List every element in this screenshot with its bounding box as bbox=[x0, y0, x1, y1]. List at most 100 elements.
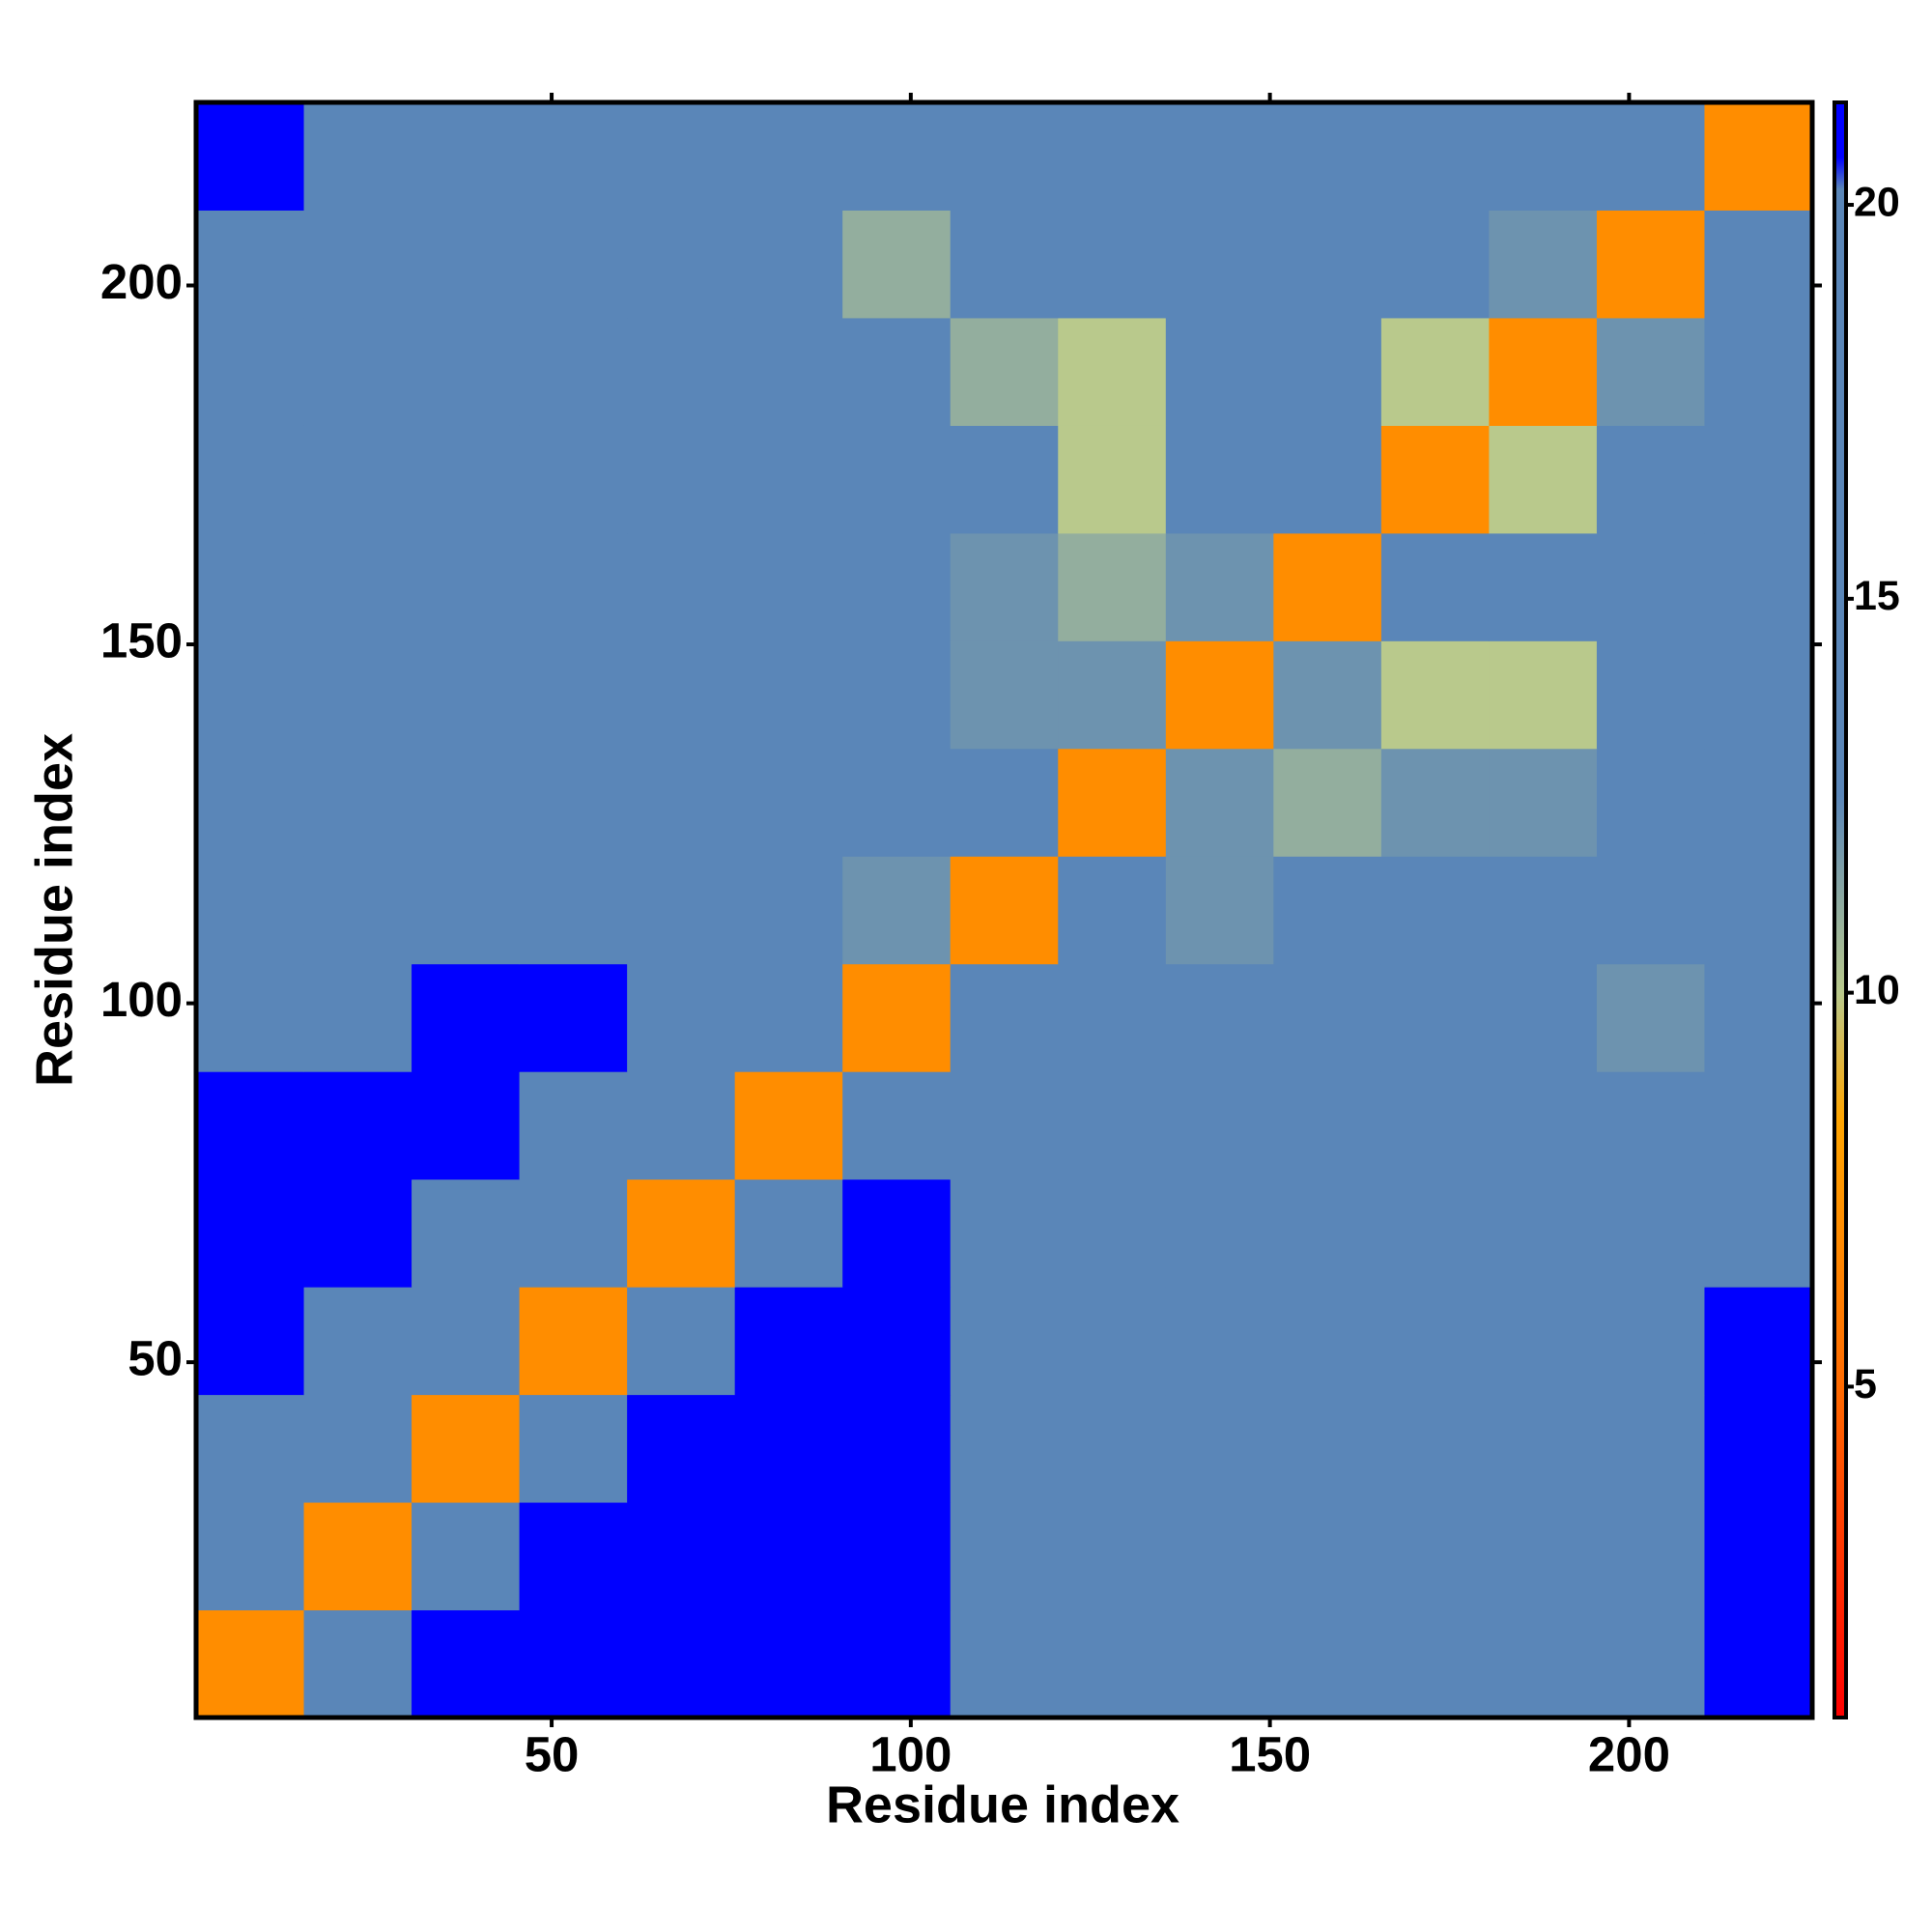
heatmap-cell bbox=[196, 210, 305, 319]
heatmap-cell bbox=[1165, 532, 1274, 641]
heatmap-cell bbox=[950, 1502, 1059, 1611]
heatmap-cell bbox=[196, 640, 305, 750]
heatmap-cell bbox=[1165, 1179, 1274, 1288]
heatmap-cell bbox=[519, 1394, 628, 1503]
heatmap-cell bbox=[1058, 1609, 1167, 1719]
heatmap-cell bbox=[1489, 963, 1598, 1072]
heatmap-cell bbox=[1380, 532, 1490, 641]
heatmap-cell bbox=[1380, 856, 1490, 965]
heatmap-cell bbox=[1704, 425, 1813, 534]
heatmap-cell bbox=[412, 963, 521, 1072]
heatmap-cell bbox=[1704, 1609, 1813, 1719]
x-axis-title: Residue index bbox=[826, 1776, 1179, 1833]
heatmap-cell bbox=[1273, 317, 1382, 426]
heatmap-cell bbox=[1058, 1502, 1167, 1611]
heatmap-cell bbox=[1704, 102, 1813, 211]
heatmap-cell bbox=[1058, 425, 1167, 534]
heatmap-cell bbox=[1704, 210, 1813, 319]
heatmap-cell bbox=[1380, 963, 1490, 1072]
heatmap-cell bbox=[1704, 856, 1813, 965]
heatmap-cell bbox=[412, 1071, 521, 1180]
heatmap-cell bbox=[1058, 317, 1167, 426]
heatmap-cell bbox=[842, 317, 952, 426]
x-tick-label: 100 bbox=[869, 1726, 952, 1781]
heatmap-cell bbox=[412, 425, 521, 534]
heatmap-cell bbox=[734, 1071, 843, 1180]
heatmap-cell bbox=[519, 102, 628, 211]
heatmap-cell bbox=[734, 963, 843, 1072]
heatmap-cell bbox=[519, 425, 628, 534]
heatmap-cell bbox=[303, 1287, 412, 1396]
heatmap-cell bbox=[627, 963, 736, 1072]
heatmap-cell bbox=[842, 210, 952, 319]
heatmap-cell bbox=[1596, 1179, 1705, 1288]
heatmap-cell bbox=[519, 317, 628, 426]
heatmap-cell bbox=[1380, 748, 1490, 857]
heatmap-cell bbox=[1704, 1502, 1813, 1611]
heatmap-cell bbox=[412, 210, 521, 319]
heatmap-cell bbox=[412, 856, 521, 965]
heatmap-cell bbox=[1273, 1179, 1382, 1288]
heatmap-cell bbox=[519, 748, 628, 857]
heatmap-cell bbox=[950, 425, 1059, 534]
heatmap-cell bbox=[303, 856, 412, 965]
heatmap-cell bbox=[627, 748, 736, 857]
heatmap-cell bbox=[734, 1394, 843, 1503]
heatmap-cell bbox=[842, 1609, 952, 1719]
heatmap-cell bbox=[627, 1502, 736, 1611]
heatmap-cell bbox=[412, 317, 521, 426]
heatmap-cell bbox=[303, 963, 412, 1072]
heatmap-cell bbox=[1704, 1394, 1813, 1503]
heatmap-cell bbox=[950, 640, 1059, 750]
heatmap-cell bbox=[519, 1071, 628, 1180]
heatmap-cell bbox=[734, 1609, 843, 1719]
heatmap-cell bbox=[1058, 963, 1167, 1072]
heatmap-cell bbox=[519, 963, 628, 1072]
heatmap-cell bbox=[1596, 856, 1705, 965]
heatmap-cell bbox=[842, 856, 952, 965]
heatmap-cell bbox=[1380, 640, 1490, 750]
heatmap-cell bbox=[1165, 1287, 1274, 1396]
heatmap-cell bbox=[303, 1394, 412, 1503]
heatmap-cell bbox=[734, 210, 843, 319]
heatmap-cell bbox=[950, 210, 1059, 319]
heatmap-cell bbox=[303, 748, 412, 857]
heatmap-cell bbox=[1273, 425, 1382, 534]
heatmap-cell bbox=[1596, 963, 1705, 1072]
heatmap-cell bbox=[196, 317, 305, 426]
heatmap-cell bbox=[1489, 1071, 1598, 1180]
heatmap-cell bbox=[303, 1502, 412, 1611]
heatmap-cell bbox=[842, 963, 952, 1072]
heatmap-cell bbox=[412, 640, 521, 750]
heatmap-cell bbox=[1058, 1071, 1167, 1180]
heatmap-cell bbox=[1489, 640, 1598, 750]
heatmap-cell bbox=[950, 1287, 1059, 1396]
heatmap-cell bbox=[303, 317, 412, 426]
heatmap-cell bbox=[1165, 102, 1274, 211]
heatmap-cell bbox=[196, 748, 305, 857]
heatmap-cell bbox=[1596, 317, 1705, 426]
y-tick-label: 150 bbox=[100, 613, 183, 668]
heatmap-cell bbox=[950, 1179, 1059, 1288]
heatmap-cell bbox=[412, 1394, 521, 1503]
y-axis-title: Residue index bbox=[25, 733, 83, 1087]
heatmap-cell bbox=[519, 1287, 628, 1396]
heatmap-cell bbox=[1058, 210, 1167, 319]
heatmap-cell bbox=[1058, 856, 1167, 965]
heatmap-cell bbox=[196, 963, 305, 1072]
heatmap-cell bbox=[950, 1394, 1059, 1503]
heatmap-cell bbox=[1273, 963, 1382, 1072]
heatmap-cell bbox=[734, 640, 843, 750]
heatmap-cell bbox=[1165, 317, 1274, 426]
heatmap-cell bbox=[519, 210, 628, 319]
heatmap-cell bbox=[1596, 748, 1705, 857]
heatmap-cell bbox=[1596, 532, 1705, 641]
heatmap-cell bbox=[1596, 210, 1705, 319]
heatmap-cell bbox=[1273, 856, 1382, 965]
heatmap-cell bbox=[627, 1287, 736, 1396]
heatmap-cell bbox=[950, 856, 1059, 965]
colorbar bbox=[1833, 100, 1848, 1719]
heatmap-cell bbox=[1380, 1394, 1490, 1503]
heatmap-cell bbox=[303, 1609, 412, 1719]
